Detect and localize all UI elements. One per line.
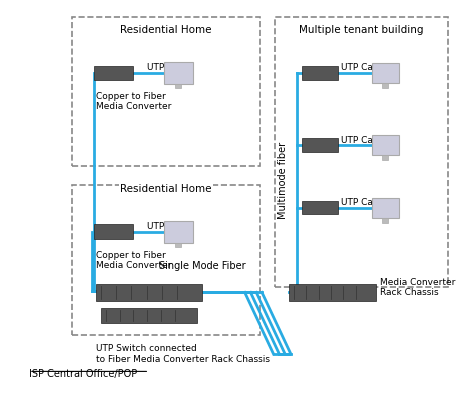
FancyBboxPatch shape (382, 83, 388, 88)
FancyBboxPatch shape (164, 221, 193, 243)
Text: UTP Switch connected
to Fiber Media Converter Rack Chassis: UTP Switch connected to Fiber Media Conv… (96, 345, 270, 364)
FancyBboxPatch shape (372, 198, 399, 218)
Text: Multiple tenant building: Multiple tenant building (299, 25, 424, 34)
FancyBboxPatch shape (382, 155, 388, 160)
FancyBboxPatch shape (164, 62, 193, 84)
FancyBboxPatch shape (94, 225, 133, 239)
Text: UTP Cable: UTP Cable (147, 223, 193, 231)
FancyBboxPatch shape (101, 308, 197, 323)
FancyBboxPatch shape (96, 284, 202, 301)
Text: Residential Home: Residential Home (120, 184, 212, 194)
Text: Residential Home: Residential Home (120, 25, 212, 34)
Text: UTP Cable: UTP Cable (341, 136, 387, 145)
Text: Multimode fiber: Multimode fiber (278, 142, 288, 219)
Text: Single Mode Fiber: Single Mode Fiber (159, 261, 246, 270)
FancyBboxPatch shape (289, 284, 376, 301)
Text: ISP Central Office/POP: ISP Central Office/POP (29, 369, 137, 379)
FancyBboxPatch shape (94, 66, 133, 80)
FancyBboxPatch shape (372, 63, 399, 83)
Text: UTP Cable: UTP Cable (341, 63, 387, 72)
FancyBboxPatch shape (302, 138, 338, 152)
Text: Copper to Fiber
Media Converter: Copper to Fiber Media Converter (96, 92, 172, 111)
Text: Copper to Fiber
Media Converter: Copper to Fiber Media Converter (96, 251, 172, 270)
FancyBboxPatch shape (372, 135, 399, 155)
FancyBboxPatch shape (382, 218, 388, 223)
FancyBboxPatch shape (175, 84, 181, 88)
FancyBboxPatch shape (302, 66, 338, 80)
FancyBboxPatch shape (175, 243, 181, 248)
Text: UTP Cable: UTP Cable (147, 63, 193, 72)
Text: UTP Cable: UTP Cable (341, 198, 387, 208)
FancyBboxPatch shape (302, 201, 338, 214)
Text: Media Converter
Rack Chassis: Media Converter Rack Chassis (380, 278, 456, 297)
